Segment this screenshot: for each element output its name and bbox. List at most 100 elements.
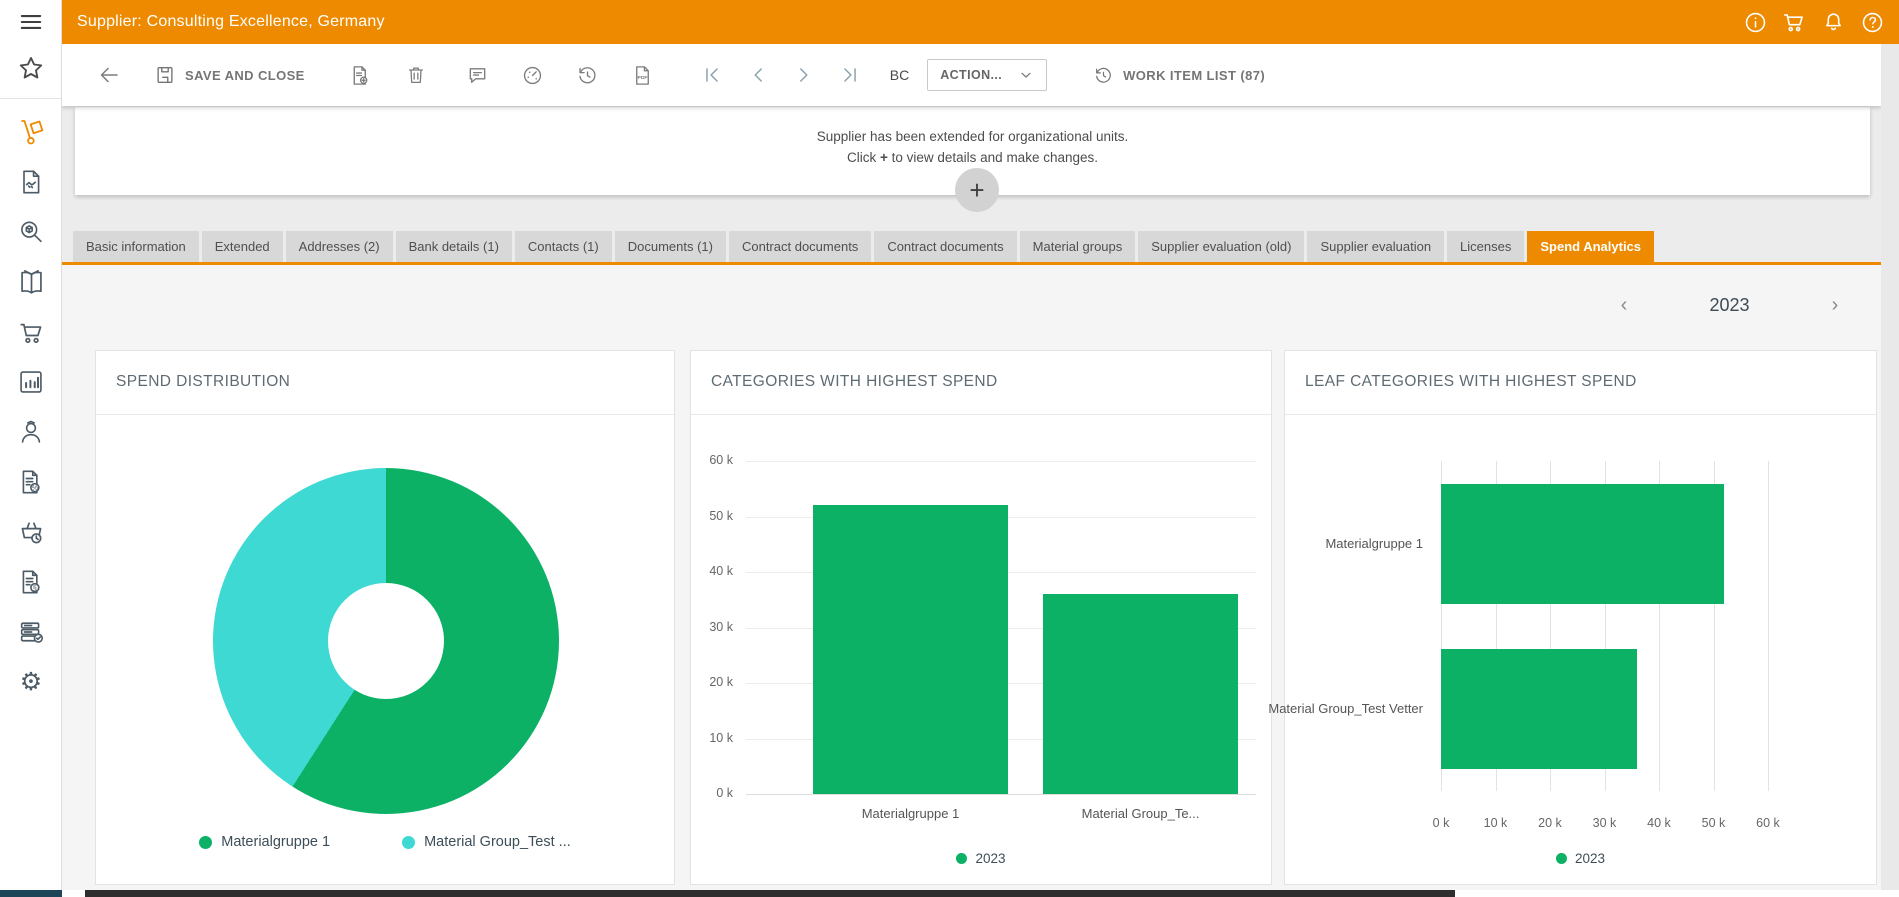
- history-clock-icon: [1093, 65, 1114, 86]
- notice-line-2: Click + to view details and make changes…: [75, 148, 1870, 169]
- y-tick-label: 50 k: [709, 509, 733, 523]
- add-document-icon[interactable]: [346, 58, 376, 92]
- y-tick-label: 30 k: [709, 620, 733, 634]
- tab-bar: Basic informationExtendedAddresses (2)Ba…: [73, 231, 1654, 262]
- last-record-icon[interactable]: [838, 58, 862, 92]
- sidebar-item-basket-clock-icon[interactable]: [0, 507, 62, 557]
- favorites-star-icon[interactable]: [0, 44, 62, 94]
- legend-item-material-group-test[interactable]: Material Group_Test ...: [402, 834, 571, 850]
- sidebar-item-settings-gear-icon[interactable]: ⚙: [0, 657, 62, 707]
- sidebar-item-document-percent-icon[interactable]: %: [0, 457, 62, 507]
- info-icon[interactable]: [1742, 9, 1768, 35]
- svg-text:%: %: [32, 485, 38, 492]
- donut-legend: Materialgruppe 1 Material Group_Test ...: [96, 834, 674, 850]
- sidebar-item-contract-document-icon[interactable]: [0, 157, 62, 207]
- bar-chart-plot: [746, 461, 1256, 794]
- sidebar-item-shopping-cart-icon[interactable]: [0, 307, 62, 357]
- sidebar-divider: [0, 98, 61, 99]
- next-year-button[interactable]: ›: [1822, 292, 1848, 318]
- year-label: 2023: [1709, 295, 1749, 316]
- record-code-label: BC: [890, 67, 909, 83]
- tab-addresses-2[interactable]: Addresses (2): [286, 231, 393, 262]
- legend-dot: [199, 836, 212, 849]
- sidebar-bottom-accent: [0, 890, 62, 897]
- y-tick-label: 60 k: [709, 453, 733, 467]
- tab-documents-1[interactable]: Documents (1): [615, 231, 726, 262]
- sidebar-item-document-paragraph-icon[interactable]: §: [0, 557, 62, 607]
- tab-spend-analytics[interactable]: Spend Analytics: [1527, 231, 1654, 262]
- cart-icon[interactable]: [1781, 9, 1807, 35]
- bar-material-group-test-vetter[interactable]: [1441, 649, 1637, 769]
- sidebar-item-analytics-bar-chart-icon[interactable]: [0, 357, 62, 407]
- first-record-icon[interactable]: [700, 58, 724, 92]
- active-tab-underline: [62, 262, 1881, 265]
- bar-materialgruppe-1[interactable]: [813, 505, 1008, 794]
- next-record-icon[interactable]: [792, 58, 816, 92]
- tab-supplier-evaluation[interactable]: Supplier evaluation: [1307, 231, 1444, 262]
- comments-icon[interactable]: [463, 58, 493, 92]
- page-title: Supplier: Consulting Excellence, Germany: [62, 13, 385, 31]
- action-dropdown[interactable]: ACTION...: [927, 59, 1047, 91]
- tab-licenses[interactable]: Licenses: [1447, 231, 1524, 262]
- app-header: Supplier: Consulting Excellence, Germany: [62, 0, 1899, 44]
- legend-item-materialgruppe-1[interactable]: Materialgruppe 1: [199, 834, 330, 850]
- panel-divider: [96, 414, 674, 415]
- gridline: [746, 461, 1256, 462]
- hamburger-menu-icon[interactable]: [0, 0, 62, 44]
- dashboard-gauge-icon[interactable]: [518, 58, 548, 92]
- hbar-chart-legend[interactable]: 2023: [1285, 851, 1876, 866]
- help-icon[interactable]: [1859, 9, 1885, 35]
- bar-material-group-te[interactable]: [1043, 594, 1238, 794]
- sidebar-item-item-search-icon[interactable]: [0, 207, 62, 257]
- previous-year-button[interactable]: ‹: [1611, 292, 1637, 318]
- y-tick-label: 20 k: [709, 675, 733, 689]
- sidebar-item-catalog-book-icon[interactable]: [0, 257, 62, 307]
- legend-label: 2023: [975, 851, 1005, 866]
- vertical-scrollbar[interactable]: [1881, 44, 1899, 890]
- tab-contract-documents[interactable]: Contract documents: [729, 231, 871, 262]
- x-tick-label: 60 k: [1744, 816, 1792, 830]
- legend-label: Materialgruppe 1: [221, 834, 330, 850]
- spend-distribution-panel: SPEND DISTRIBUTION Materialgruppe 1Mater…: [95, 350, 675, 885]
- tab-material-groups[interactable]: Material groups: [1020, 231, 1136, 262]
- bar-chart-legend[interactable]: 2023: [691, 851, 1271, 866]
- x-tick-label: 40 k: [1635, 816, 1683, 830]
- y-tick-label: 10 k: [709, 731, 733, 745]
- legend-dot: [1556, 853, 1567, 864]
- bar-chart-category-labels: Materialgruppe 1Material Group_Te...: [746, 806, 1256, 826]
- tab-bank-details-1[interactable]: Bank details (1): [396, 231, 512, 262]
- legend-label: 2023: [1575, 851, 1605, 866]
- previous-record-icon[interactable]: [746, 58, 770, 92]
- bar-chart-y-axis: 0 k10 k20 k30 k40 k50 k60 k: [691, 461, 739, 794]
- save-icon: [154, 64, 176, 86]
- tab-extended[interactable]: Extended: [202, 231, 283, 262]
- sidebar-item-server-checklist-icon[interactable]: [0, 607, 62, 657]
- tab-contacts-1[interactable]: Contacts (1): [515, 231, 612, 262]
- work-item-list-button[interactable]: WORK ITEM LIST (87): [1093, 65, 1265, 86]
- tab-contract-documents[interactable]: Contract documents: [874, 231, 1016, 262]
- record-navigation: [700, 58, 862, 92]
- y-tick-label: 40 k: [709, 564, 733, 578]
- row-label: Materialgruppe 1: [1325, 536, 1423, 551]
- pdf-export-icon[interactable]: PDF: [628, 58, 658, 92]
- gridline: [746, 794, 1256, 795]
- hbar-chart-x-axis: 0 k10 k20 k30 k40 k50 k60 k: [1441, 816, 1768, 834]
- gridline: [1768, 461, 1769, 791]
- sidebar-item-user-profile-icon[interactable]: [0, 407, 62, 457]
- hbar-chart-row-labels: Materialgruppe 1Material Group_Test Vett…: [1295, 461, 1431, 791]
- delete-trash-icon[interactable]: [401, 58, 431, 92]
- donut-chart[interactable]: [213, 468, 559, 814]
- notifications-bell-icon[interactable]: [1820, 9, 1846, 35]
- back-arrow-icon[interactable]: [94, 58, 124, 92]
- save-and-close-button[interactable]: SAVE AND CLOSE: [154, 64, 305, 86]
- horizontal-scrollbar-thumb[interactable]: [85, 890, 1455, 897]
- tab-basic-information[interactable]: Basic information: [73, 231, 199, 262]
- legend-dot: [402, 836, 415, 849]
- bar-materialgruppe-1[interactable]: [1441, 484, 1724, 604]
- hbar-chart-plot: [1441, 461, 1768, 791]
- action-dropdown-label: ACTION...: [940, 68, 1002, 82]
- tab-supplier-evaluation-old[interactable]: Supplier evaluation (old): [1138, 231, 1304, 262]
- history-icon[interactable]: [573, 58, 603, 92]
- sidebar-item-supplier-hand-truck-icon[interactable]: [0, 107, 62, 157]
- expand-details-plus-button[interactable]: +: [955, 168, 999, 212]
